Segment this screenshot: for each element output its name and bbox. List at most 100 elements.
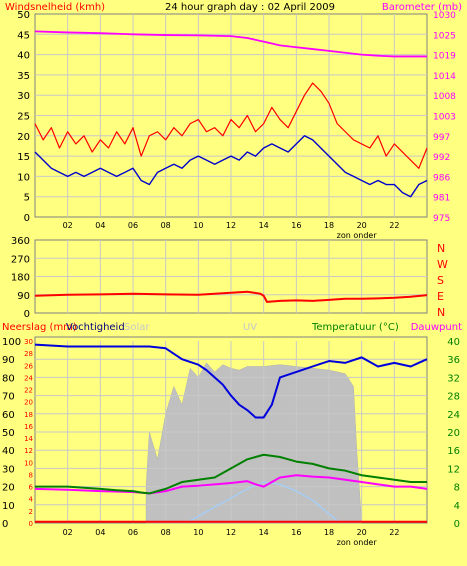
temperature-tick: 24: [447, 410, 460, 421]
wind-speed-tick: 20: [17, 132, 30, 143]
humidity-line: [34, 343, 428, 419]
rain-tick: 0: [29, 520, 33, 528]
wind-direction-line: [34, 290, 428, 303]
humidity-tick: 30: [2, 464, 15, 475]
x-tick-label: 02: [63, 528, 73, 537]
wind-speed-tick: 45: [17, 30, 30, 41]
climate-panel-x-ticks: 02 04 06 08 10 12 14 16 18 20 22: [63, 528, 400, 537]
humidity-tick: 40: [2, 446, 15, 457]
solar-label: Solar: [124, 322, 150, 333]
direction-panel-series: [34, 290, 428, 303]
compass-label: N: [437, 242, 445, 255]
direction-tick: 270: [11, 254, 30, 265]
sunset-label: zon onder: [337, 538, 378, 547]
temperature-tick: 32: [447, 373, 460, 384]
wind-speed-ticks: 0 5 10 15 20 25 30 35 40 45 50: [17, 10, 30, 224]
rain-tick: 6: [29, 484, 34, 492]
x-tick-label: 10: [193, 528, 203, 537]
barometer-label: Barometer (mb): [382, 2, 462, 13]
temperature-line: [35, 453, 427, 495]
wind-speed-tick: 40: [17, 51, 30, 62]
barometer-tick: 1025: [433, 31, 456, 41]
temperature-tick: 16: [447, 446, 460, 457]
sunset-label: zon onder: [337, 231, 378, 240]
barometer-tick: 1003: [433, 113, 456, 123]
compass-label: E: [437, 290, 444, 303]
humidity-tick: 70: [2, 392, 15, 403]
humidity-tick: 10: [2, 501, 15, 512]
humidity-label: Vochtigheid: [66, 322, 125, 333]
wind-speed-tick: 0: [24, 213, 30, 224]
rain-tick: 2: [29, 508, 33, 516]
temperature-ticks: 0 4 8 12 16 20 24 28 32 36 40: [447, 337, 460, 530]
direction-tick: 360: [11, 236, 30, 247]
x-tick-label: 08: [161, 221, 171, 230]
x-tick-label: 04: [95, 221, 105, 230]
barometer-tick: 986: [433, 173, 450, 183]
barometer-ticks: 975 981 986 992 997 1003 1008 1014 1019 1025 1030: [433, 11, 456, 224]
x-tick-label: 06: [128, 528, 138, 537]
rain-tick: 12: [24, 447, 33, 455]
wind-speed-tick: 50: [17, 10, 30, 21]
barometer-tick: 1019: [433, 52, 456, 62]
x-tick-label: 12: [226, 221, 236, 230]
x-tick-label: 22: [389, 528, 399, 537]
temperature-tick: 20: [447, 428, 460, 439]
rain-tick: 28: [24, 350, 33, 358]
rain-tick: 30: [24, 338, 33, 346]
temperature-tick: 40: [447, 337, 460, 348]
humidity-ticks: 0 10 20 30 40 50 60 70 80 90 100: [2, 337, 21, 530]
rain-tick: 26: [24, 362, 33, 370]
x-tick-label: 14: [259, 221, 269, 230]
temperature-tick: 36: [447, 355, 460, 366]
dewpoint-label: Dauwpunt: [411, 322, 462, 333]
compass-label: N: [437, 306, 445, 319]
barometer-tick: 1014: [433, 72, 456, 82]
direction-tick: 180: [11, 273, 30, 284]
x-tick-label: 20: [357, 528, 367, 537]
wind-panel-x-ticks: 02 04 06 08 10 12 14 16 18 20 22: [63, 221, 400, 230]
rain-tick: 22: [24, 387, 33, 395]
rain-tick: 18: [24, 411, 33, 419]
climate-panel-series: [34, 343, 428, 523]
x-tick-label: 18: [324, 528, 334, 537]
temperature-label: Temperatuur (°C): [311, 322, 399, 333]
compass-label: W: [437, 258, 448, 271]
x-tick-label: 20: [357, 221, 367, 230]
barometer-tick: 997: [433, 133, 450, 143]
temperature-tick: 8: [454, 483, 460, 494]
x-tick-label: 16: [291, 528, 301, 537]
rain-tick: 20: [24, 399, 33, 407]
barometer-tick: 975: [433, 214, 450, 224]
x-tick-label: 06: [128, 221, 138, 230]
wind-avg-line: [34, 135, 428, 198]
wind-panel-series: [34, 30, 428, 198]
wind-speed-tick: 10: [17, 172, 30, 183]
humidity-tick: 90: [2, 355, 15, 366]
wind-panel-grid: [35, 14, 427, 217]
wind-speed-label: Windsnelheid (kmh): [5, 2, 105, 13]
x-tick-label: 22: [389, 221, 399, 230]
rain-tick: 4: [29, 496, 34, 504]
uv-label: UV: [243, 322, 257, 333]
rain-tick: 24: [24, 374, 33, 382]
x-tick-label: 08: [161, 528, 171, 537]
direction-tick: 90: [17, 291, 30, 302]
wind-speed-tick: 35: [17, 71, 30, 82]
humidity-tick: 50: [2, 428, 15, 439]
x-tick-label: 02: [63, 221, 73, 230]
temperature-tick: 0: [454, 519, 460, 530]
barometer-tick: 1008: [433, 92, 456, 102]
wind-gust-line: [34, 82, 428, 169]
uv-line: [189, 481, 338, 522]
compass-label: S: [437, 274, 444, 287]
temperature-tick: 12: [447, 464, 460, 475]
rain-tick: 10: [24, 459, 33, 467]
barometer-tick: 992: [433, 153, 450, 163]
humidity-tick: 100: [2, 337, 21, 348]
humidity-tick: 0: [2, 519, 8, 530]
rain-tick: 8: [29, 471, 33, 479]
x-tick-label: 04: [95, 528, 105, 537]
